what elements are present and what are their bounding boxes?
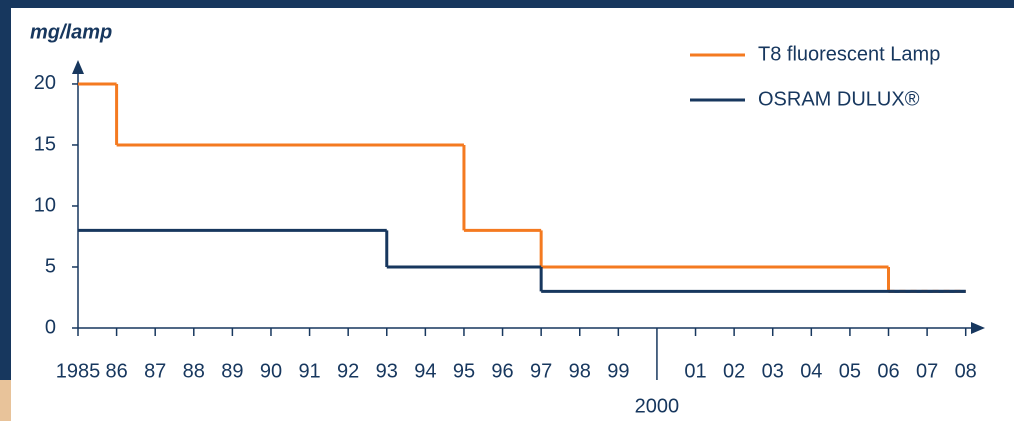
x-tick-label: 95 [453,360,475,382]
y-tick-label: 15 [34,133,56,155]
x-tick-label: 93 [376,360,398,382]
x-tick-label: 97 [530,360,552,382]
x-tick-label: 08 [955,360,977,382]
x-tick-label: 07 [916,360,938,382]
x-tick-label: 99 [607,360,629,382]
x-tick-label: 04 [800,360,822,382]
y-tick-label: 5 [45,255,56,277]
x-tick-label: 02 [723,360,745,382]
x-tick-label: 87 [144,360,166,382]
y-axis-label: mg/lamp [30,21,112,43]
left-accent [0,380,11,421]
x-tick-label: 2000 [635,395,680,417]
y-axis-arrow [72,60,84,74]
x-tick-label: 03 [762,360,784,382]
y-tick-label: 10 [34,194,56,216]
x-tick-label: 01 [684,360,706,382]
x-tick-label: 88 [183,360,205,382]
x-tick-label: 92 [337,360,359,382]
x-tick-label: 90 [260,360,282,382]
x-tick-label: 05 [839,360,861,382]
y-tick-label: 0 [45,316,56,338]
x-tick-label: 1985 [56,360,101,382]
x-tick-label: 91 [298,360,320,382]
x-tick-label: 98 [569,360,591,382]
x-tick-label: 96 [491,360,513,382]
x-tick-label: 86 [105,360,127,382]
legend-label: T8 fluorescent Lamp [758,43,940,65]
x-tick-label: 06 [877,360,899,382]
left-border [0,0,11,421]
legend-label: OSRAM DULUX® [758,88,920,110]
x-axis-arrow [971,322,985,334]
top-border [0,0,1014,8]
x-tick-label: 94 [414,360,436,382]
x-tick-label: 89 [221,360,243,382]
y-tick-label: 20 [34,72,56,94]
